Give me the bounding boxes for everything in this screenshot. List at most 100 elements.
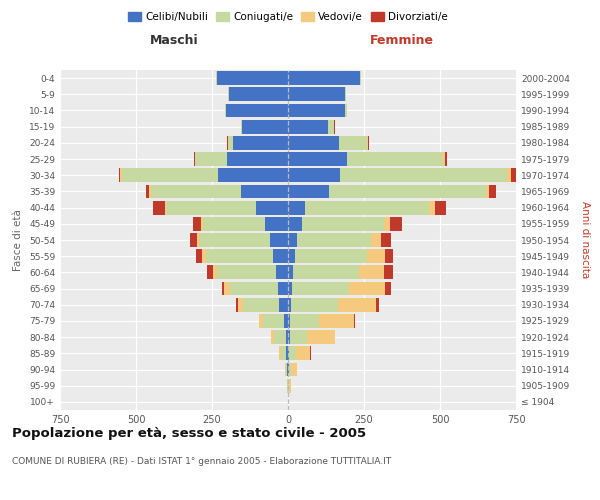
Bar bbox=[359, 266, 384, 280]
Bar bbox=[271, 330, 274, 344]
Bar bbox=[288, 168, 340, 182]
Bar bbox=[190, 233, 197, 247]
Bar bbox=[289, 346, 296, 360]
Bar bbox=[296, 346, 310, 360]
Bar bbox=[302, 217, 384, 230]
Bar bbox=[273, 250, 288, 263]
Bar bbox=[228, 88, 229, 101]
Bar bbox=[292, 282, 349, 296]
Bar bbox=[236, 298, 238, 312]
Y-axis label: Anni di nascita: Anni di nascita bbox=[580, 202, 590, 278]
Bar bbox=[339, 136, 367, 149]
Bar bbox=[200, 233, 270, 247]
Bar bbox=[290, 330, 307, 344]
Bar bbox=[340, 168, 507, 182]
Bar bbox=[289, 379, 291, 392]
Bar bbox=[288, 346, 289, 360]
Bar bbox=[288, 282, 292, 296]
Bar bbox=[284, 314, 288, 328]
Bar bbox=[241, 184, 288, 198]
Bar bbox=[310, 346, 311, 360]
Bar bbox=[307, 330, 335, 344]
Bar bbox=[233, 136, 288, 149]
Bar bbox=[338, 298, 376, 312]
Bar bbox=[146, 184, 149, 198]
Bar bbox=[119, 168, 121, 182]
Bar bbox=[218, 168, 288, 182]
Bar bbox=[391, 217, 402, 230]
Y-axis label: Fasce di età: Fasce di età bbox=[13, 209, 23, 271]
Bar bbox=[435, 200, 446, 214]
Bar bbox=[280, 346, 281, 360]
Bar bbox=[122, 168, 218, 182]
Bar bbox=[281, 346, 286, 360]
Bar bbox=[288, 314, 290, 328]
Bar bbox=[243, 298, 280, 312]
Bar bbox=[288, 233, 296, 247]
Bar bbox=[285, 362, 286, 376]
Bar bbox=[217, 266, 276, 280]
Bar bbox=[295, 250, 367, 263]
Bar bbox=[197, 233, 200, 247]
Bar bbox=[345, 88, 346, 101]
Bar bbox=[288, 88, 345, 101]
Bar bbox=[367, 136, 368, 149]
Bar bbox=[216, 71, 217, 85]
Legend: Celibi/Nubili, Coniugati/e, Vedovi/e, Divorziati/e: Celibi/Nubili, Coniugati/e, Vedovi/e, Di… bbox=[124, 8, 452, 26]
Text: Femmine: Femmine bbox=[370, 34, 434, 48]
Bar bbox=[226, 104, 288, 118]
Bar bbox=[241, 120, 242, 134]
Bar bbox=[288, 362, 289, 376]
Bar bbox=[151, 184, 241, 198]
Bar bbox=[228, 136, 233, 149]
Bar bbox=[225, 104, 226, 118]
Bar bbox=[291, 298, 338, 312]
Bar bbox=[319, 314, 353, 328]
Bar bbox=[345, 104, 347, 118]
Bar bbox=[230, 282, 278, 296]
Text: Maschi: Maschi bbox=[149, 34, 199, 48]
Bar bbox=[208, 266, 213, 280]
Bar bbox=[288, 184, 329, 198]
Bar bbox=[296, 233, 371, 247]
Bar bbox=[293, 266, 359, 280]
Bar bbox=[385, 250, 393, 263]
Bar bbox=[195, 152, 227, 166]
Bar bbox=[384, 217, 391, 230]
Bar bbox=[485, 184, 489, 198]
Bar bbox=[511, 168, 515, 182]
Bar bbox=[430, 200, 435, 214]
Bar bbox=[288, 250, 295, 263]
Bar bbox=[274, 330, 286, 344]
Bar bbox=[227, 152, 288, 166]
Bar bbox=[381, 233, 391, 247]
Bar bbox=[443, 152, 445, 166]
Bar bbox=[278, 282, 288, 296]
Bar bbox=[291, 362, 296, 376]
Bar bbox=[288, 200, 305, 214]
Bar bbox=[287, 362, 288, 376]
Bar bbox=[289, 362, 291, 376]
Bar bbox=[288, 120, 328, 134]
Bar bbox=[229, 88, 288, 101]
Bar bbox=[201, 217, 203, 230]
Bar bbox=[371, 233, 381, 247]
Bar bbox=[242, 120, 288, 134]
Bar bbox=[217, 71, 288, 85]
Bar bbox=[121, 168, 122, 182]
Bar bbox=[166, 200, 256, 214]
Bar bbox=[149, 184, 151, 198]
Bar bbox=[196, 250, 202, 263]
Bar bbox=[385, 282, 391, 296]
Bar bbox=[328, 120, 334, 134]
Bar bbox=[203, 217, 265, 230]
Bar bbox=[288, 104, 345, 118]
Bar bbox=[263, 314, 284, 328]
Bar bbox=[202, 250, 206, 263]
Bar bbox=[376, 298, 379, 312]
Bar bbox=[276, 266, 288, 280]
Text: COMUNE DI RUBIERA (RE) - Dati ISTAT 1° gennaio 2005 - Elaborazione TUTTITALIA.IT: COMUNE DI RUBIERA (RE) - Dati ISTAT 1° g… bbox=[12, 458, 391, 466]
Bar bbox=[280, 298, 288, 312]
Bar bbox=[353, 314, 355, 328]
Bar bbox=[288, 330, 290, 344]
